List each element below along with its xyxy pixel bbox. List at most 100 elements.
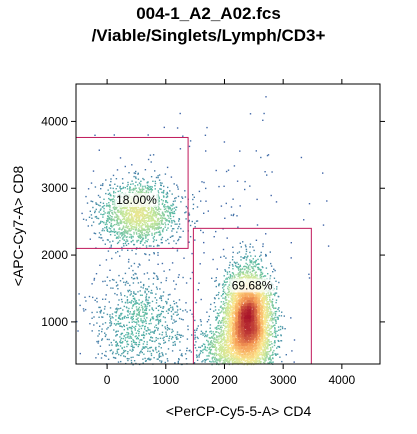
event-dot	[261, 349, 264, 351]
event-dot	[150, 289, 153, 292]
event-dot	[111, 209, 113, 212]
event-dot	[220, 325, 222, 327]
event-dot	[210, 340, 213, 342]
event-dot	[142, 311, 144, 313]
event-dot	[226, 271, 229, 273]
event-dot	[263, 326, 265, 328]
event-dot	[144, 306, 146, 308]
event-dot	[154, 215, 156, 217]
event-dot	[145, 308, 147, 310]
event-dot	[192, 194, 194, 196]
event-dot	[171, 235, 173, 237]
event-dot	[264, 341, 266, 344]
event-dot	[202, 332, 204, 334]
event-dot	[232, 354, 235, 356]
event-dot	[119, 345, 122, 347]
event-dot	[231, 361, 233, 363]
event-dot	[261, 356, 263, 358]
event-dot	[121, 301, 123, 303]
event-dot	[223, 356, 225, 359]
event-dot	[144, 185, 146, 187]
event-dot	[260, 254, 262, 256]
event-dot	[136, 308, 138, 310]
event-dot	[222, 308, 224, 311]
event-dot	[155, 239, 158, 241]
event-dot	[184, 196, 187, 198]
event-dot	[226, 299, 228, 301]
event-dot	[236, 261, 238, 264]
event-dot	[164, 316, 166, 319]
event-dot	[263, 335, 266, 338]
event-dot	[166, 193, 169, 195]
event-dot	[226, 293, 228, 295]
event-dot	[150, 331, 152, 333]
event-dot	[106, 212, 109, 214]
event-dot	[160, 184, 162, 186]
event-dot	[232, 246, 234, 248]
event-dot	[216, 336, 218, 338]
event-dot	[222, 324, 224, 326]
event-dot	[116, 220, 118, 222]
event-dot	[228, 271, 231, 273]
event-dot	[119, 236, 121, 239]
event-dot	[136, 241, 138, 243]
event-dot	[215, 326, 218, 328]
event-dot	[270, 333, 272, 336]
event-dot	[226, 302, 229, 304]
event-dot	[166, 191, 168, 194]
event-dot	[158, 203, 160, 206]
event-dot	[102, 298, 104, 300]
event-dot	[140, 212, 143, 214]
event-dot	[225, 346, 228, 348]
event-dot	[212, 356, 215, 358]
event-dot	[130, 337, 132, 339]
event-dot	[162, 354, 164, 357]
event-dot	[91, 317, 93, 319]
event-dot	[218, 320, 221, 322]
event-dot	[218, 338, 220, 340]
event-dot	[120, 337, 123, 340]
event-dot	[109, 316, 111, 318]
event-dot	[239, 265, 242, 268]
event-dot	[259, 360, 262, 363]
event-dot	[267, 335, 270, 337]
event-dot	[149, 211, 152, 214]
event-dot	[275, 299, 278, 301]
event-dot	[264, 318, 266, 320]
event-dot	[175, 206, 178, 208]
event-dot	[145, 210, 148, 212]
event-dot	[94, 216, 97, 218]
event-dot	[270, 262, 272, 265]
event-dot	[112, 224, 114, 227]
event-dot	[157, 231, 160, 233]
event-dot	[240, 256, 242, 258]
event-dot	[168, 242, 170, 245]
event-dot	[140, 235, 142, 237]
event-dot	[140, 281, 142, 283]
event-dot	[215, 318, 218, 320]
event-dot	[206, 335, 208, 338]
event-dot	[231, 275, 234, 277]
event-dot	[195, 341, 197, 343]
event-dot	[247, 255, 249, 257]
event-dot	[218, 350, 221, 353]
event-dot	[119, 228, 121, 230]
event-dot	[138, 311, 140, 314]
event-dot	[132, 221, 134, 223]
event-dot	[146, 226, 148, 228]
event-dot	[155, 339, 157, 341]
event-dot	[275, 319, 277, 322]
event-dot	[226, 348, 228, 351]
event-dot	[257, 266, 259, 269]
event-dot	[104, 212, 106, 214]
event-dot	[134, 329, 136, 331]
event-dot	[200, 298, 202, 301]
event-dot	[164, 327, 167, 330]
event-dot	[261, 358, 263, 360]
event-dot	[122, 212, 124, 214]
event-dot	[167, 205, 169, 207]
event-dot	[303, 219, 305, 221]
event-dot	[231, 358, 233, 360]
event-dot	[229, 350, 231, 352]
event-dot	[263, 300, 265, 302]
